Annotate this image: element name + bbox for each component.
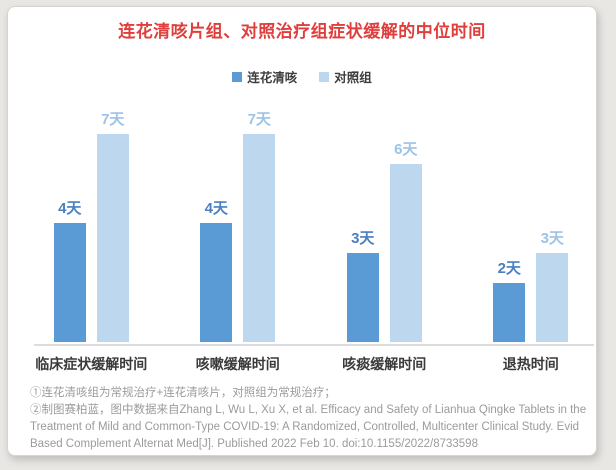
category-label: 退热时间: [502, 356, 559, 372]
bar-value-label: 3天: [351, 230, 375, 247]
category-label: 咳痰缓解时间: [342, 356, 427, 372]
bar-groups: 4天 7天 4天 7天 3天 6天 2天 3天: [18, 108, 604, 342]
bar-group: 4天 7天: [165, 108, 312, 342]
category-label: 咳嗽缓解时间: [195, 356, 280, 372]
chart-legend: 连花清咳 对照组: [8, 67, 596, 86]
bar-with-label: 4天: [53, 197, 86, 342]
bar-with-label: 6天: [389, 138, 422, 342]
bar-value-label: 6天: [394, 141, 418, 158]
bar-value-label: 2天: [497, 260, 521, 277]
bar-value-label: 4天: [204, 200, 228, 217]
bar-group: 2天 3天: [458, 108, 605, 342]
bar: [96, 134, 129, 342]
bar-with-label: 3天: [536, 227, 569, 342]
bar-with-label: 3天: [346, 227, 379, 342]
x-axis-line: [34, 344, 594, 346]
bar-value-label: 4天: [58, 200, 82, 217]
legend-label: 连花清咳: [247, 71, 298, 85]
bar-with-label: 4天: [200, 197, 233, 342]
footnote-line-1: ①连花清咳组为常规治疗+连花清咳片，对照组为常规治疗；: [30, 387, 336, 399]
bar-group: 3天 6天: [311, 108, 458, 342]
bar-value-label: 7天: [101, 111, 125, 128]
bar-group: 4天 7天: [18, 108, 165, 342]
legend-item: 对照组: [319, 67, 372, 86]
bar: [536, 253, 569, 342]
infographic-card: 连花清咳片组、对照治疗组症状缓解的中位时间 连花清咳 对照组 4天 7天 4天 7天 3天…: [7, 6, 597, 456]
bar-with-label: 7天: [243, 108, 276, 342]
legend-label: 对照组: [334, 71, 372, 85]
footnotes: ①连花清咳组为常规治疗+连花清咳片，对照组为常规治疗； ②制图赛柏蓝，图中数据来…: [30, 385, 588, 453]
bar-with-label: 7天: [96, 108, 129, 342]
category-label: 临床症状缓解时间: [35, 356, 148, 372]
bar: [493, 283, 526, 342]
legend-item: 连花清咳: [232, 67, 297, 86]
bar: [346, 253, 379, 342]
category-labels: 临床症状缓解时间 咳嗽缓解时间 咳痰缓解时间 退热时间: [18, 354, 604, 374]
bar: [389, 164, 422, 342]
bar: [200, 223, 233, 342]
bar-value-label: 7天: [247, 111, 271, 128]
legend-swatch: [232, 71, 243, 82]
bar: [53, 223, 86, 342]
bar-with-label: 2天: [493, 257, 526, 342]
chart-title: 连花清咳片组、对照治疗组症状缓解的中位时间: [118, 22, 486, 41]
bar-value-label: 3天: [540, 230, 564, 247]
footnote-line-2: ②制图赛柏蓝，图中数据来自Zhang L, Wu L, Xu X, et al.…: [30, 404, 587, 450]
legend-swatch: [319, 71, 330, 82]
bar: [243, 134, 276, 342]
